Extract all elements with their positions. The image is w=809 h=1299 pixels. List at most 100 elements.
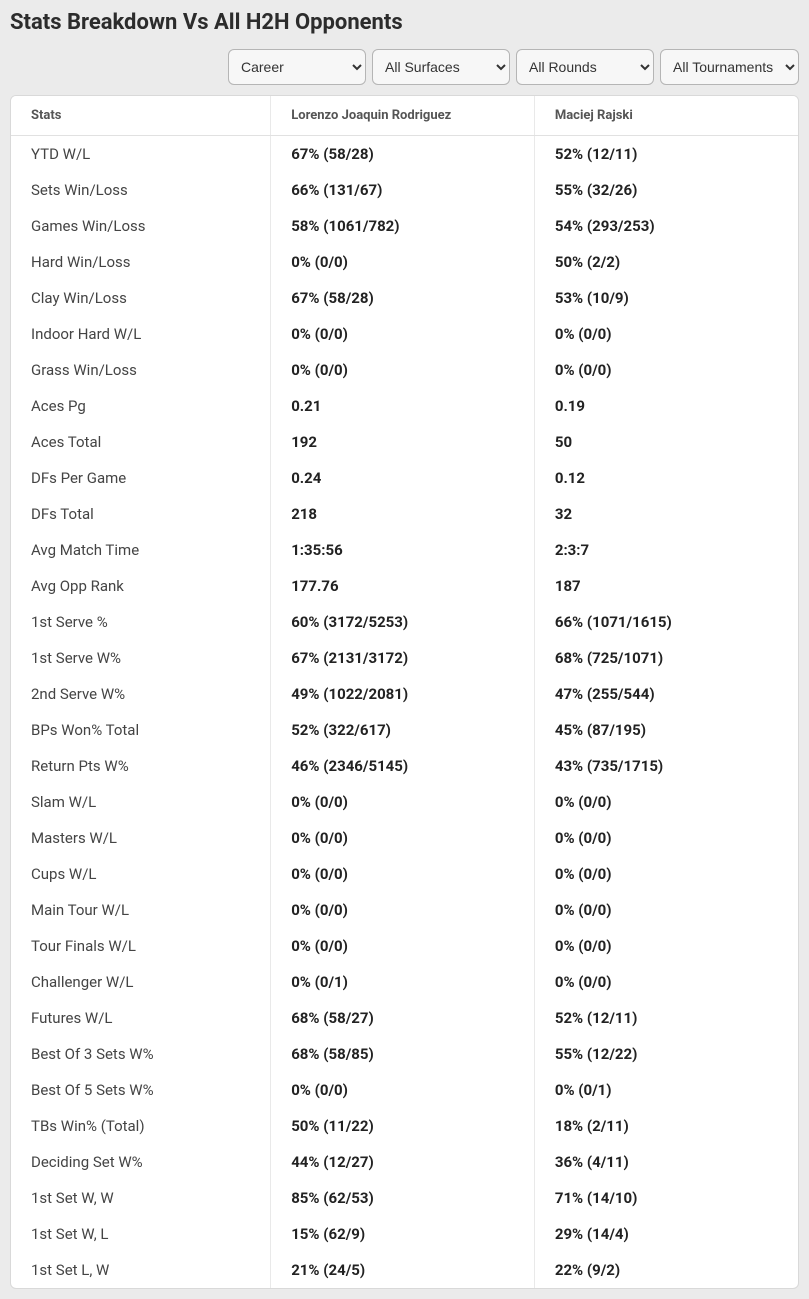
table-row: Sets Win/Loss66% (131/67)55% (32/26) xyxy=(11,172,798,208)
stat-value-player1: 46% (2346/5145) xyxy=(271,748,535,784)
surface-select[interactable]: All Surfaces xyxy=(372,49,510,85)
stat-label: Hard Win/Loss xyxy=(11,244,271,280)
stat-value-player2: 0% (0/0) xyxy=(534,352,798,388)
stat-value-player1: 85% (62/53) xyxy=(271,1180,535,1216)
stat-value-player2: 0% (0/0) xyxy=(534,784,798,820)
stat-value-player2: 22% (9/2) xyxy=(534,1252,798,1288)
stat-value-player2: 0% (0/0) xyxy=(534,820,798,856)
table-row: 1st Serve W%67% (2131/3172)68% (725/1071… xyxy=(11,640,798,676)
table-row: TBs Win% (Total)50% (11/22)18% (2/11) xyxy=(11,1108,798,1144)
stat-label: Clay Win/Loss xyxy=(11,280,271,316)
stat-label: BPs Won% Total xyxy=(11,712,271,748)
stat-value-player2: 45% (87/195) xyxy=(534,712,798,748)
table-row: YTD W/L67% (58/28)52% (12/11) xyxy=(11,136,798,173)
stat-value-player1: 0% (0/0) xyxy=(271,1072,535,1108)
stat-value-player1: 15% (62/9) xyxy=(271,1216,535,1252)
table-row: DFs Per Game0.240.12 xyxy=(11,460,798,496)
table-row: Tour Finals W/L0% (0/0)0% (0/0) xyxy=(11,928,798,964)
stat-value-player1: 68% (58/27) xyxy=(271,1000,535,1036)
stat-value-player2: 52% (12/11) xyxy=(534,1000,798,1036)
table-row: Deciding Set W%44% (12/27)36% (4/11) xyxy=(11,1144,798,1180)
stat-value-player1: 218 xyxy=(271,496,535,532)
stat-value-player1: 1:35:56 xyxy=(271,532,535,568)
page-title: Stats Breakdown Vs All H2H Opponents xyxy=(10,10,799,35)
table-row: Cups W/L0% (0/0)0% (0/0) xyxy=(11,856,798,892)
filters-row: Career All Surfaces All Rounds All Tourn… xyxy=(10,49,799,85)
table-row: 1st Serve %60% (3172/5253)66% (1071/1615… xyxy=(11,604,798,640)
stat-value-player1: 0.21 xyxy=(271,388,535,424)
stat-label: Avg Match Time xyxy=(11,532,271,568)
stat-value-player1: 0% (0/0) xyxy=(271,820,535,856)
stat-label: YTD W/L xyxy=(11,136,271,173)
table-row: Aces Pg0.210.19 xyxy=(11,388,798,424)
stat-value-player1: 68% (58/85) xyxy=(271,1036,535,1072)
stat-label: Tour Finals W/L xyxy=(11,928,271,964)
stat-value-player2: 18% (2/11) xyxy=(534,1108,798,1144)
stat-label: Masters W/L xyxy=(11,820,271,856)
table-row: Best Of 3 Sets W%68% (58/85)55% (12/22) xyxy=(11,1036,798,1072)
stat-label: 1st Set L, W xyxy=(11,1252,271,1288)
table-row: Masters W/L0% (0/0)0% (0/0) xyxy=(11,820,798,856)
stat-label: Futures W/L xyxy=(11,1000,271,1036)
stat-value-player1: 0% (0/0) xyxy=(271,856,535,892)
stat-value-player2: 55% (12/22) xyxy=(534,1036,798,1072)
stat-label: 1st Serve % xyxy=(11,604,271,640)
stat-value-player2: 32 xyxy=(534,496,798,532)
stat-value-player2: 54% (293/253) xyxy=(534,208,798,244)
table-row: Best Of 5 Sets W%0% (0/0)0% (0/1) xyxy=(11,1072,798,1108)
table-row: Indoor Hard W/L0% (0/0)0% (0/0) xyxy=(11,316,798,352)
stat-label: Slam W/L xyxy=(11,784,271,820)
stat-value-player1: 0% (0/0) xyxy=(271,352,535,388)
stat-value-player2: 55% (32/26) xyxy=(534,172,798,208)
round-select[interactable]: All Rounds xyxy=(516,49,654,85)
table-row: Clay Win/Loss67% (58/28)53% (10/9) xyxy=(11,280,798,316)
table-row: 2nd Serve W%49% (1022/2081)47% (255/544) xyxy=(11,676,798,712)
stat-label: Return Pts W% xyxy=(11,748,271,784)
stat-value-player1: 192 xyxy=(271,424,535,460)
table-row: Avg Match Time1:35:562:3:7 xyxy=(11,532,798,568)
tournament-select[interactable]: All Tournaments xyxy=(660,49,799,85)
stat-value-player1: 66% (131/67) xyxy=(271,172,535,208)
stat-value-player2: 0% (0/0) xyxy=(534,316,798,352)
table-row: Hard Win/Loss0% (0/0)50% (2/2) xyxy=(11,244,798,280)
stat-label: Best Of 5 Sets W% xyxy=(11,1072,271,1108)
table-row: Aces Total19250 xyxy=(11,424,798,460)
table-row: Main Tour W/L0% (0/0)0% (0/0) xyxy=(11,892,798,928)
stat-label: Sets Win/Loss xyxy=(11,172,271,208)
stat-value-player2: 68% (725/1071) xyxy=(534,640,798,676)
stat-value-player2: 0% (0/1) xyxy=(534,1072,798,1108)
stat-value-player1: 0% (0/1) xyxy=(271,964,535,1000)
col-header-player2: Maciej Rajski xyxy=(534,96,798,136)
table-row: Challenger W/L0% (0/1)0% (0/0) xyxy=(11,964,798,1000)
stat-label: 1st Set W, W xyxy=(11,1180,271,1216)
table-row: 1st Set W, W85% (62/53)71% (14/10) xyxy=(11,1180,798,1216)
stat-value-player1: 0% (0/0) xyxy=(271,244,535,280)
stat-label: Indoor Hard W/L xyxy=(11,316,271,352)
stat-value-player2: 36% (4/11) xyxy=(534,1144,798,1180)
stat-value-player2: 0.19 xyxy=(534,388,798,424)
stat-label: Best Of 3 Sets W% xyxy=(11,1036,271,1072)
stat-value-player1: 52% (322/617) xyxy=(271,712,535,748)
period-select[interactable]: Career xyxy=(228,49,366,85)
stat-value-player1: 0% (0/0) xyxy=(271,928,535,964)
stat-value-player2: 29% (14/4) xyxy=(534,1216,798,1252)
stat-value-player1: 58% (1061/782) xyxy=(271,208,535,244)
table-row: 1st Set L, W21% (24/5)22% (9/2) xyxy=(11,1252,798,1288)
stats-table: Stats Lorenzo Joaquin Rodriguez Maciej R… xyxy=(11,96,798,1288)
stat-label: Aces Total xyxy=(11,424,271,460)
table-row: BPs Won% Total52% (322/617)45% (87/195) xyxy=(11,712,798,748)
stat-value-player1: 21% (24/5) xyxy=(271,1252,535,1288)
table-row: 1st Set W, L15% (62/9)29% (14/4) xyxy=(11,1216,798,1252)
stat-value-player2: 0% (0/0) xyxy=(534,928,798,964)
table-header-row: Stats Lorenzo Joaquin Rodriguez Maciej R… xyxy=(11,96,798,136)
stat-value-player1: 60% (3172/5253) xyxy=(271,604,535,640)
stat-value-player2: 2:3:7 xyxy=(534,532,798,568)
stat-value-player2: 47% (255/544) xyxy=(534,676,798,712)
stat-value-player1: 50% (11/22) xyxy=(271,1108,535,1144)
table-row: Avg Opp Rank177.76187 xyxy=(11,568,798,604)
stat-label: 2nd Serve W% xyxy=(11,676,271,712)
stat-value-player1: 177.76 xyxy=(271,568,535,604)
stat-value-player1: 49% (1022/2081) xyxy=(271,676,535,712)
stat-label: Avg Opp Rank xyxy=(11,568,271,604)
table-row: Slam W/L0% (0/0)0% (0/0) xyxy=(11,784,798,820)
